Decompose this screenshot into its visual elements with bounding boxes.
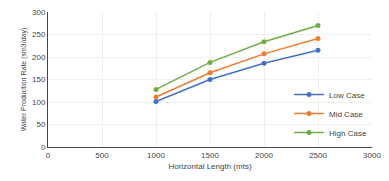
svg-text:0: 0	[46, 151, 51, 160]
svg-text:0: 0	[41, 143, 46, 152]
svg-text:300: 300	[32, 8, 46, 17]
svg-text:High Case: High Case	[329, 129, 367, 138]
svg-text:2500: 2500	[309, 151, 327, 160]
svg-text:100: 100	[32, 98, 46, 107]
svg-text:Low Case: Low Case	[329, 91, 365, 100]
svg-text:150: 150	[32, 75, 46, 84]
svg-text:1000: 1000	[147, 151, 165, 160]
svg-text:250: 250	[32, 30, 46, 39]
svg-text:3000: 3000	[363, 151, 381, 160]
svg-text:200: 200	[32, 53, 46, 62]
svg-text:2000: 2000	[255, 151, 273, 160]
svg-text:Mid Case: Mid Case	[329, 110, 363, 119]
svg-text:Water Production Rate (sm3/day: Water Production Rate (sm3/day)	[20, 28, 28, 132]
svg-text:50: 50	[36, 120, 45, 129]
svg-text:1500: 1500	[201, 151, 219, 160]
svg-text:Horizontal Length (mts): Horizontal Length (mts)	[168, 162, 251, 171]
svg-text:500: 500	[95, 151, 109, 160]
